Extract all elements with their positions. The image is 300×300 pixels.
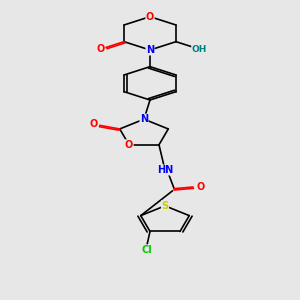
Text: O: O <box>125 140 133 150</box>
Text: N: N <box>146 45 154 55</box>
Text: Cl: Cl <box>142 245 152 255</box>
Text: O: O <box>146 12 154 22</box>
Text: N: N <box>140 114 148 124</box>
Text: HN: HN <box>157 165 173 175</box>
Text: O: O <box>90 119 98 129</box>
Text: S: S <box>161 201 169 211</box>
Text: O: O <box>97 44 105 54</box>
Text: OH: OH <box>192 45 207 54</box>
Text: O: O <box>197 182 205 193</box>
